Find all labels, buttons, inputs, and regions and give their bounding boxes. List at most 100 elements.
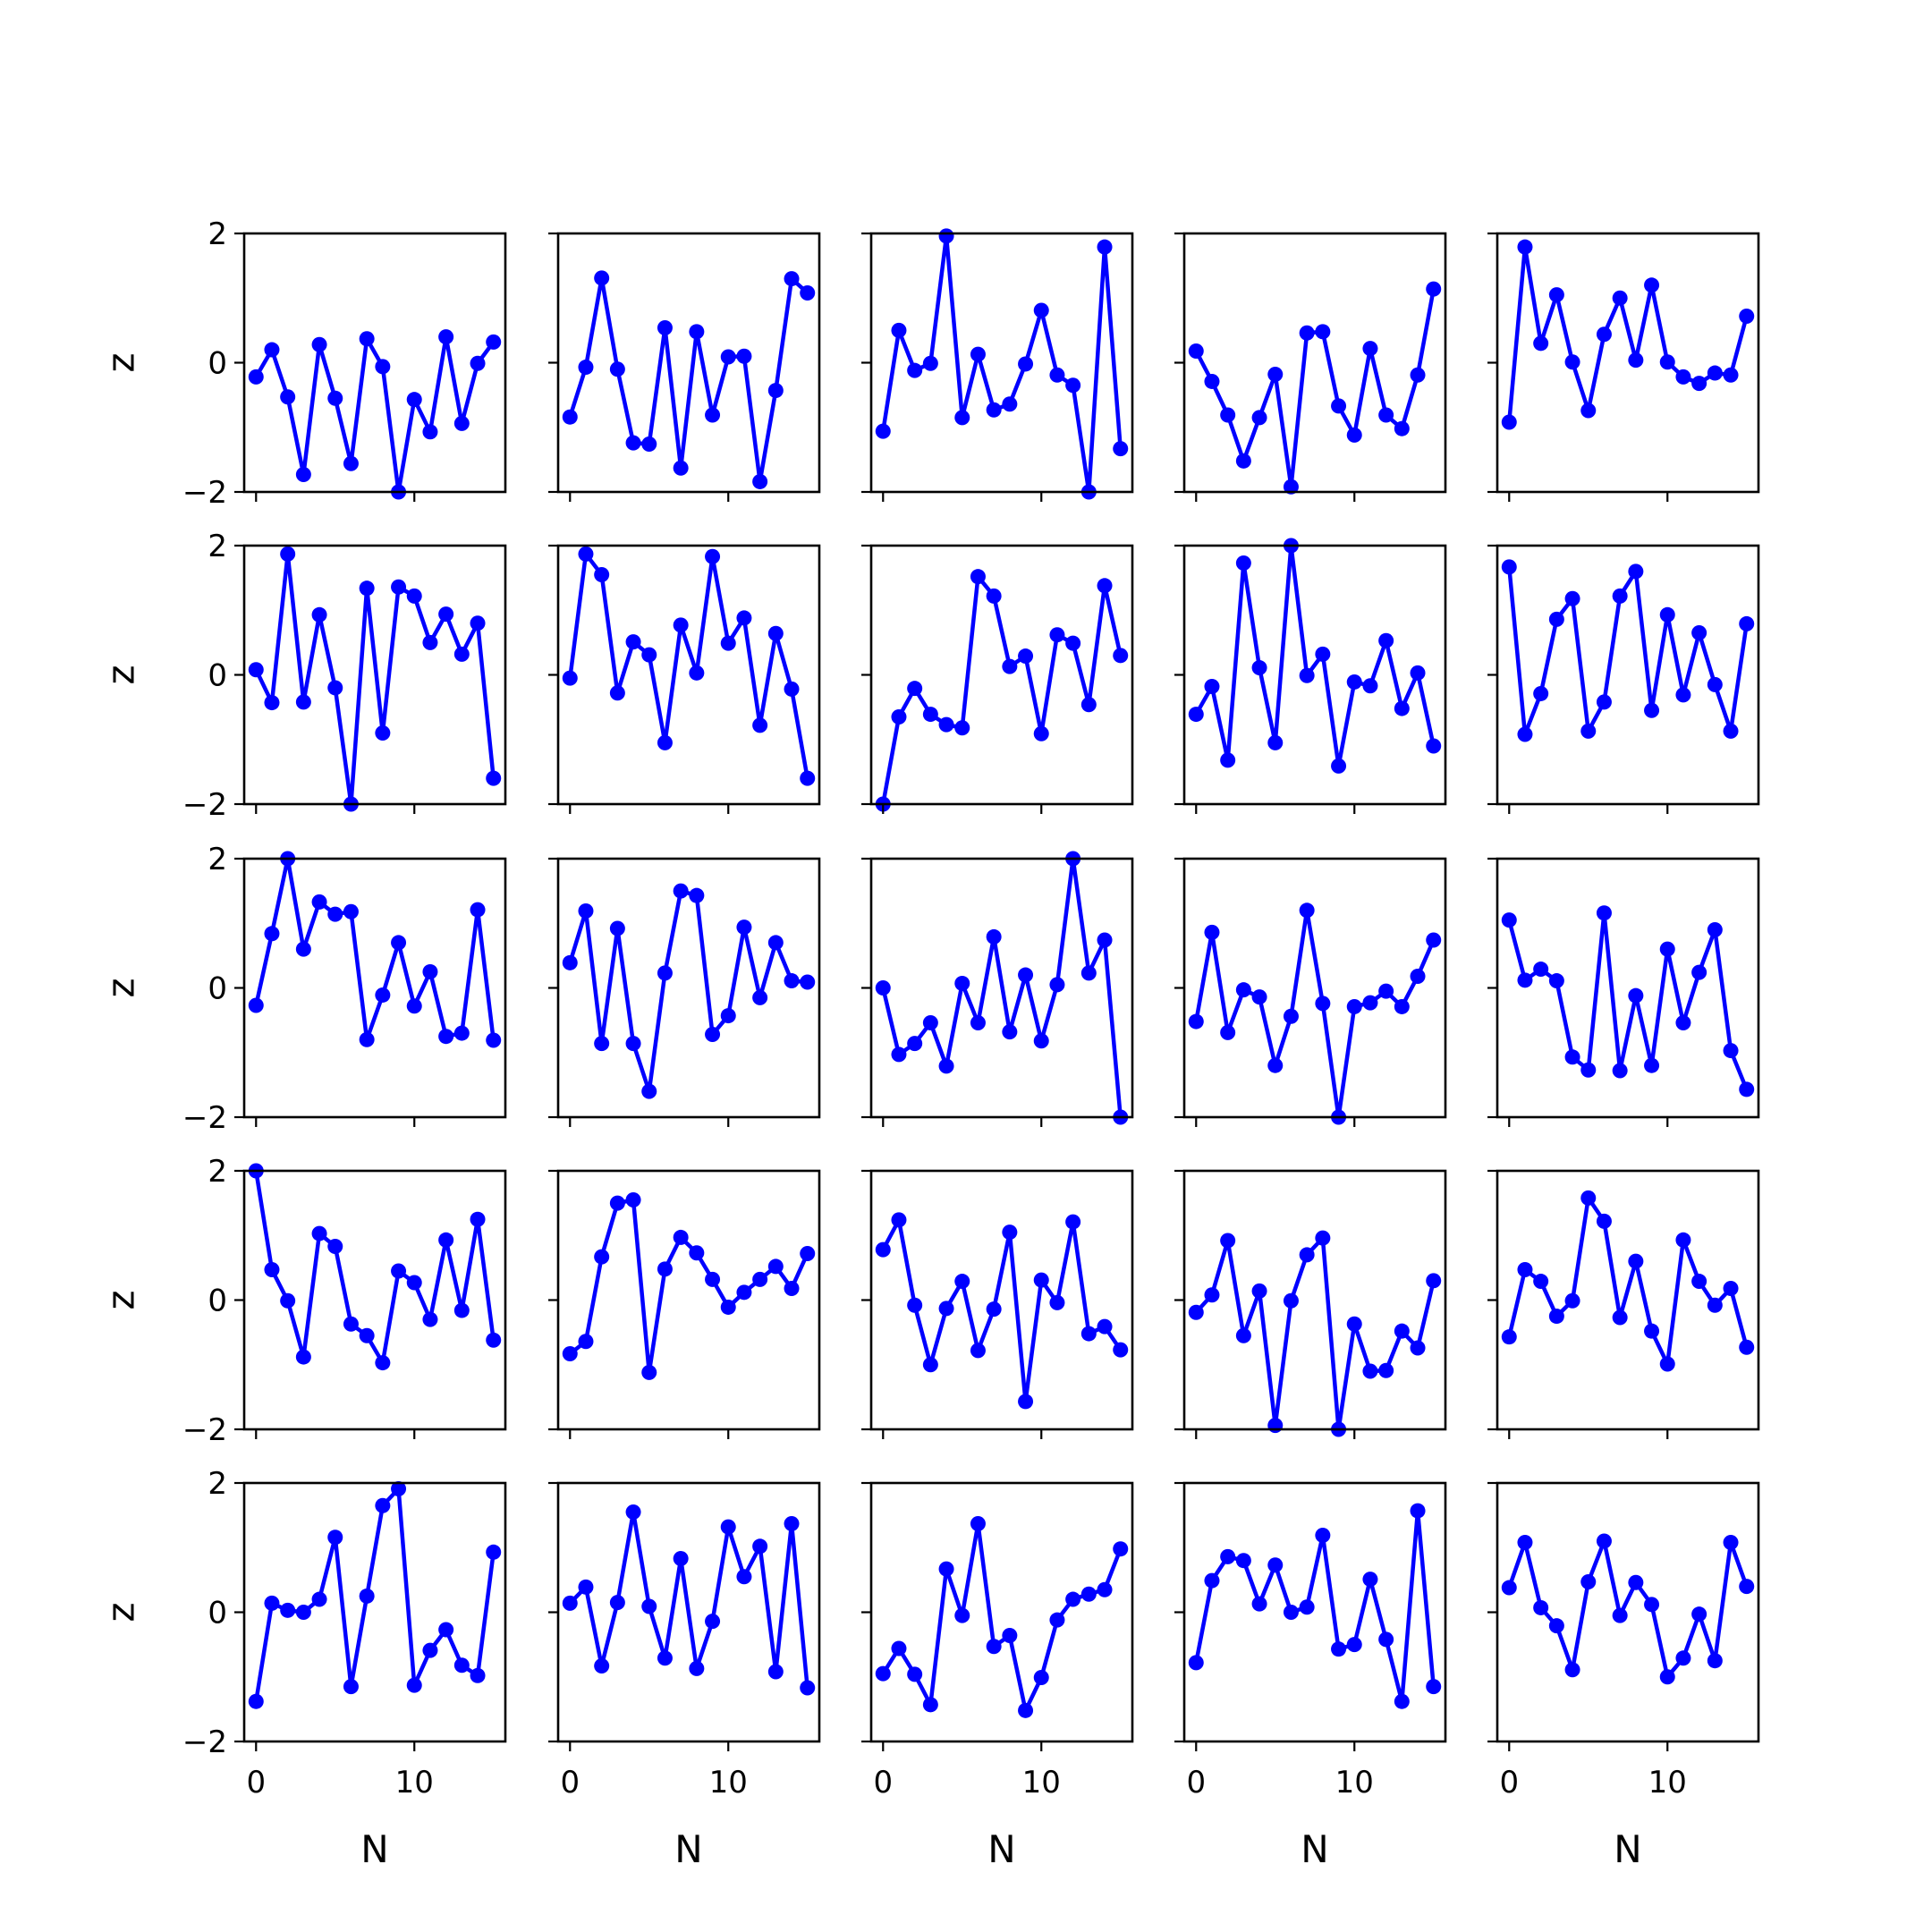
data-point [907,1036,923,1052]
data-point [907,1666,923,1682]
data-point [1501,1580,1517,1596]
y-tick-label: 2 [208,1154,227,1190]
data-point [1533,1599,1549,1615]
data-point [609,361,625,377]
data-point [1533,335,1549,352]
data-point [1283,479,1299,495]
data-point [562,1345,578,1361]
data-point [720,635,736,651]
data-point [1596,694,1612,710]
series-line [1507,566,1749,737]
data-point [1346,427,1362,443]
data-point [1707,676,1723,692]
data-point [1580,723,1597,739]
data-point [767,935,784,951]
data-point [705,548,721,564]
data-point [1299,902,1315,919]
data-point [1612,1063,1628,1079]
data-point [438,606,454,623]
data-point [752,1271,768,1287]
data-point [1267,367,1284,382]
data-point [800,974,816,990]
data-point [1188,1304,1204,1320]
y-tick-label: 2 [208,842,227,877]
subplot-r3-c3 [861,851,1134,1127]
data-point [1426,1273,1442,1289]
data-point [1378,1362,1394,1378]
data-point [1018,1702,1034,1718]
data-point [311,1591,327,1607]
data-point [705,1271,721,1287]
data-point [1723,1043,1739,1059]
data-point [689,887,705,903]
data-point [1220,1024,1236,1040]
data-point [359,1588,375,1604]
data-point [1251,989,1267,1005]
data-point [280,1602,296,1618]
data-point [1394,998,1410,1014]
data-point [1564,1292,1580,1309]
data-point [1691,1274,1707,1290]
data-point [1033,1272,1049,1288]
data-point [1251,1596,1267,1612]
series-line [1194,1508,1436,1704]
data-point [248,997,264,1013]
data-point [1113,441,1129,457]
data-point [1049,977,1065,993]
data-point [391,935,407,951]
data-point [343,903,359,919]
data-point [1188,343,1204,359]
data-point [375,987,391,1003]
subplot-r3-c1: −2 0 2 z [99,842,507,1136]
data-point [1517,1534,1533,1550]
data-point [562,1595,578,1611]
data-point [343,1679,359,1695]
data-point [248,1693,264,1709]
data-point [1097,578,1113,594]
axes-frame [1496,857,1760,1119]
data-point [767,1664,784,1680]
data-point [736,1284,752,1301]
data-point [1299,1247,1315,1263]
data-point [438,1622,454,1638]
data-point [1612,290,1628,306]
data-point [1267,1557,1284,1573]
series-line [881,233,1123,492]
data-point [625,435,641,451]
y-tick-label: 0 [208,971,227,1007]
data-point [1080,965,1097,981]
data-point [1362,678,1378,694]
data-point [1378,983,1394,999]
data-point [1065,1214,1081,1230]
data-point [1033,302,1049,318]
data-point [970,1516,986,1532]
data-point [938,716,954,733]
data-point [578,360,594,376]
data-point [311,336,327,352]
data-point [578,903,594,919]
data-point [641,1598,657,1614]
data-point [486,1544,502,1560]
data-point [1410,968,1426,984]
data-point [1346,998,1362,1014]
data-point [1065,1591,1081,1607]
data-point [1410,665,1426,681]
data-point [1283,1605,1299,1620]
data-point [327,390,343,406]
data-point [784,1280,800,1296]
data-point [1251,660,1267,676]
data-point [986,1301,1002,1318]
data-point [470,355,486,371]
data-point [1410,1503,1426,1519]
data-point [800,1245,816,1261]
data-point [1517,726,1533,742]
data-point [1659,1356,1675,1372]
series-line [881,1217,1123,1404]
data-point [954,410,970,426]
data-point [327,1530,343,1546]
y-tick-label: 0 [208,658,227,694]
data-point [1267,734,1284,750]
data-point [1346,1637,1362,1653]
data-point [578,546,594,562]
data-point [359,1327,375,1343]
